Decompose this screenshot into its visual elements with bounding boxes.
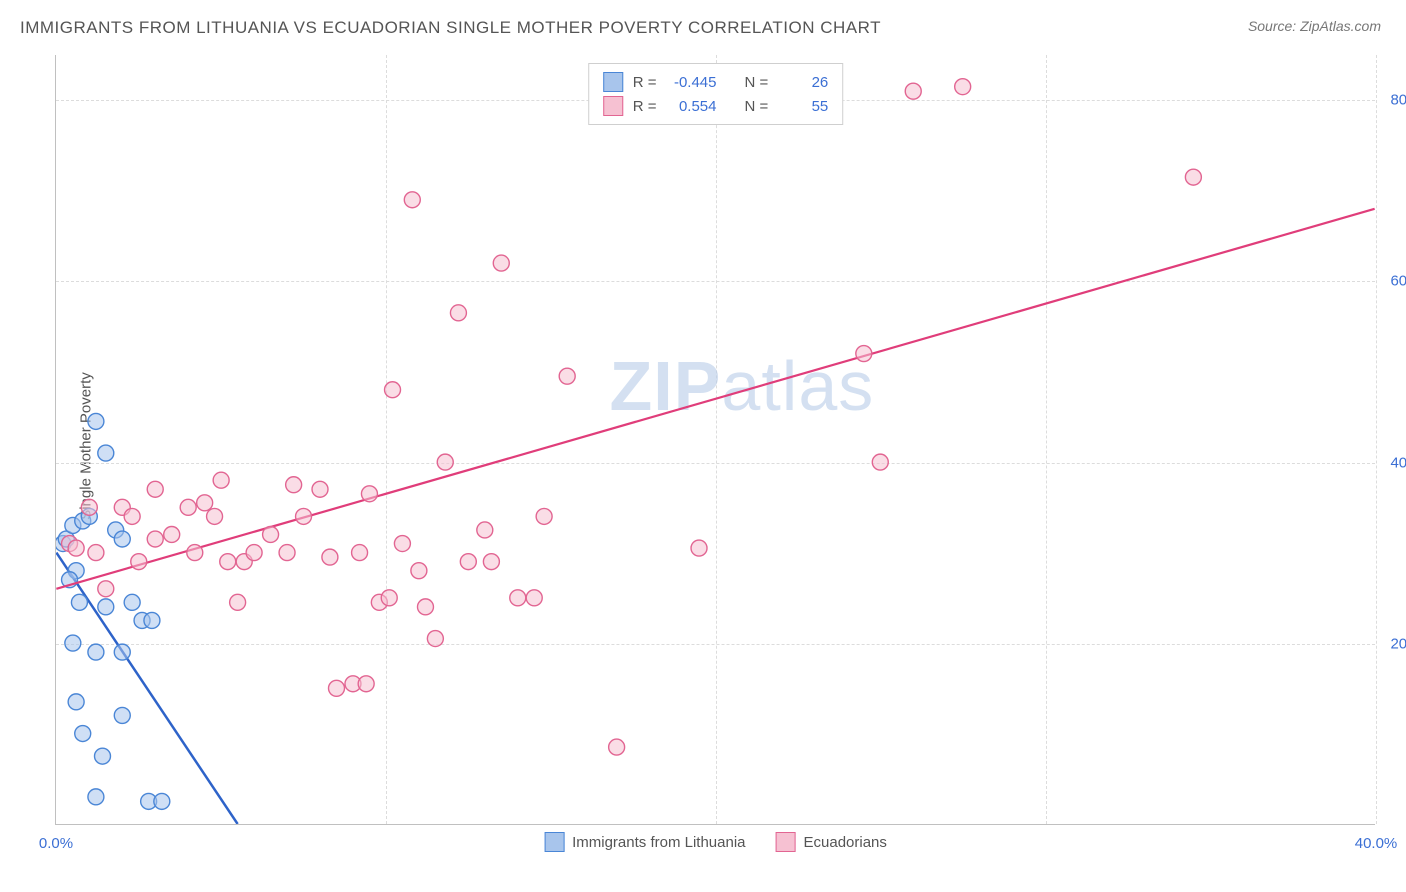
correlation-legend: R = -0.445 N = 26 R = 0.554 N = 55 xyxy=(588,63,844,125)
r-label: R = xyxy=(633,98,657,115)
chart-svg xyxy=(56,55,1375,824)
legend-swatch-pink xyxy=(603,96,623,116)
y-tick-label: 80.0% xyxy=(1383,92,1406,109)
n-label: N = xyxy=(745,74,769,91)
source-attribution: Source: ZipAtlas.com xyxy=(1248,18,1381,34)
x-tick-label: 40.0% xyxy=(1355,835,1398,852)
legend-swatch-blue xyxy=(544,832,564,852)
correlation-legend-row-0: R = -0.445 N = 26 xyxy=(603,70,829,94)
n-value-0: 26 xyxy=(778,74,828,91)
n-value-1: 55 xyxy=(778,98,828,115)
chart-title: IMMIGRANTS FROM LITHUANIA VS ECUADORIAN … xyxy=(20,18,881,38)
r-label: R = xyxy=(633,74,657,91)
correlation-legend-row-1: R = 0.554 N = 55 xyxy=(603,94,829,118)
plot-area: ZIPatlas R = -0.445 N = 26 R = 0.554 N =… xyxy=(55,55,1375,825)
gridline-v xyxy=(1376,55,1377,824)
r-value-0: -0.445 xyxy=(667,74,717,91)
series-legend-item-1: Ecuadorians xyxy=(776,832,887,852)
y-tick-label: 60.0% xyxy=(1383,273,1406,290)
legend-swatch-blue xyxy=(603,72,623,92)
series-legend-item-0: Immigrants from Lithuania xyxy=(544,832,745,852)
n-label: N = xyxy=(745,98,769,115)
series-legend: Immigrants from Lithuania Ecuadorians xyxy=(544,832,887,852)
legend-swatch-pink xyxy=(776,832,796,852)
r-value-1: 0.554 xyxy=(667,98,717,115)
x-tick-label: 0.0% xyxy=(39,835,73,852)
series-label-1: Ecuadorians xyxy=(804,834,887,851)
y-tick-label: 20.0% xyxy=(1383,635,1406,652)
series-label-0: Immigrants from Lithuania xyxy=(572,834,745,851)
y-tick-label: 40.0% xyxy=(1383,454,1406,471)
